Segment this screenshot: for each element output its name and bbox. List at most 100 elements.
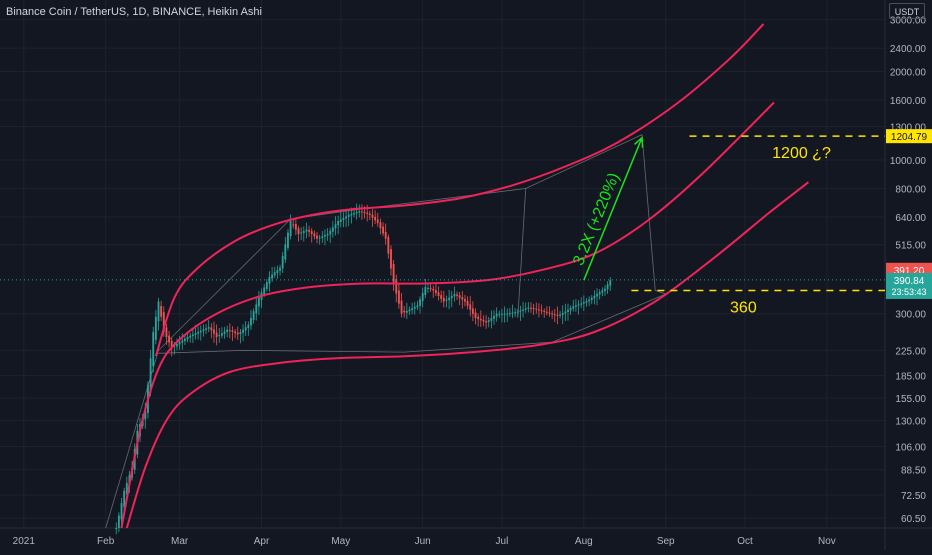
candle-body	[397, 290, 400, 304]
growth-arrow-head	[634, 136, 644, 148]
candle	[606, 281, 609, 294]
candle	[477, 313, 480, 327]
candle	[331, 220, 334, 238]
y-tick-label: 2000.00	[890, 67, 927, 78]
candle	[474, 308, 477, 325]
candle-body	[374, 216, 377, 221]
candle	[437, 286, 440, 301]
candle	[464, 294, 466, 307]
candle	[588, 296, 591, 306]
candle-body	[442, 297, 445, 302]
candle	[384, 223, 387, 245]
candle	[374, 210, 377, 224]
candle	[427, 283, 429, 293]
candle-body	[522, 309, 524, 311]
candle-body	[368, 213, 371, 215]
candle	[207, 320, 210, 333]
candle-body	[424, 286, 427, 295]
candle-body	[588, 299, 591, 302]
candle-body	[419, 299, 421, 306]
candle-body	[390, 249, 392, 269]
candle	[519, 305, 522, 321]
candle	[456, 291, 458, 300]
candle-body	[265, 282, 268, 289]
candles	[115, 203, 612, 535]
candle-body	[297, 228, 300, 234]
candle-body	[281, 256, 284, 269]
y-tick-label: 185.00	[895, 371, 926, 382]
candle-body	[516, 311, 519, 313]
candle-body	[115, 528, 118, 529]
candle	[601, 287, 604, 297]
candle	[466, 296, 469, 310]
candle	[490, 310, 493, 329]
candle	[580, 297, 583, 309]
candle	[318, 234, 321, 245]
candle-body	[474, 312, 477, 319]
candle-body	[540, 310, 543, 312]
candle	[213, 321, 215, 343]
candle-body	[574, 305, 577, 307]
target-badge	[886, 129, 932, 144]
y-tick-label: 800.00	[895, 184, 926, 195]
candle-body	[170, 340, 173, 348]
candle-body	[501, 313, 503, 315]
candle-body	[310, 231, 313, 235]
candle-body	[318, 237, 321, 239]
candle	[234, 329, 237, 339]
candle	[160, 300, 163, 321]
candle	[223, 326, 226, 339]
candle-body	[490, 318, 493, 321]
candle-body	[572, 306, 575, 309]
candle-body	[511, 312, 514, 314]
candle	[585, 298, 588, 307]
candle	[450, 290, 453, 308]
candle-body	[226, 329, 229, 332]
candle-body	[405, 310, 408, 313]
candle-body	[387, 237, 390, 254]
candle-body	[223, 331, 226, 334]
currency-button[interactable]: USDT	[889, 3, 925, 19]
candle-body	[461, 297, 464, 300]
candle	[511, 304, 514, 319]
candle-body	[495, 313, 498, 317]
candle	[590, 294, 593, 305]
candle	[434, 282, 437, 296]
candle-body	[178, 342, 181, 345]
candle	[574, 298, 577, 312]
candle-body	[350, 213, 353, 216]
candle-body	[379, 222, 382, 229]
current-price-badge	[886, 272, 932, 299]
candle-body	[250, 318, 252, 326]
candle-body	[228, 330, 231, 332]
candle-body	[271, 274, 274, 279]
x-tick-label: Aug	[575, 536, 593, 547]
candle-body	[184, 338, 186, 341]
candle	[300, 227, 303, 241]
x-tick-label: Sep	[657, 536, 675, 547]
candle	[368, 210, 371, 220]
y-tick-label: 60.50	[901, 514, 926, 525]
candle	[453, 286, 456, 302]
candle	[250, 310, 252, 330]
wedge-line	[641, 134, 666, 295]
candle-body	[191, 334, 194, 337]
candle-body	[123, 490, 126, 507]
candle-body	[503, 313, 506, 315]
candle-body	[199, 330, 202, 333]
y-tick-label: 2400.00	[890, 44, 927, 55]
candle	[154, 310, 157, 345]
candle	[242, 324, 244, 342]
candle-body	[353, 213, 355, 215]
candle	[397, 284, 400, 309]
candle	[228, 323, 231, 339]
candle	[559, 310, 561, 319]
candle-body	[596, 294, 598, 297]
candle-body	[519, 310, 522, 312]
candle	[294, 218, 297, 235]
candle	[308, 225, 311, 237]
candle-body	[263, 287, 266, 295]
candle-body	[429, 287, 432, 290]
